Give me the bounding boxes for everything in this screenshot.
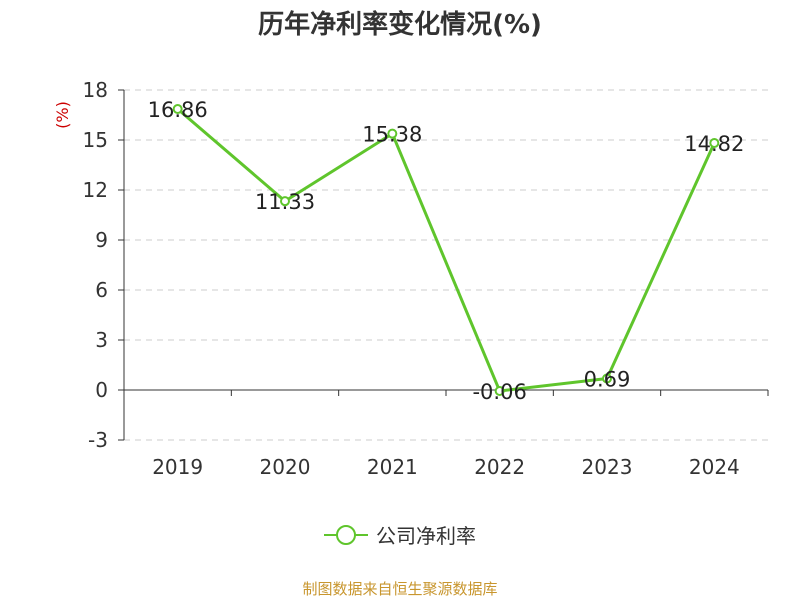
- source-note: 制图数据来自恒生聚源数据库: [302, 580, 498, 598]
- legend-label: 公司净利率: [376, 524, 476, 548]
- y-tick-label: 6: [95, 278, 108, 302]
- y-tick-label: -3: [88, 428, 108, 452]
- y-tick-label: 12: [83, 178, 108, 202]
- chart-title: 历年净利率变化情况(%): [258, 10, 542, 40]
- y-tick-label: 15: [83, 128, 108, 152]
- data-label: 14.82: [684, 132, 744, 156]
- legend-swatch: [324, 524, 368, 545]
- data-point: [280, 196, 290, 207]
- data-label: 11.33: [255, 190, 315, 214]
- x-tick-label: 2020: [260, 455, 311, 479]
- y-tick-label: 18: [83, 78, 108, 102]
- data-label: 16.86: [148, 98, 208, 122]
- y-axis-label: (%): [53, 101, 72, 129]
- y-tick-label: 0: [95, 378, 108, 402]
- data-point: [709, 138, 720, 148]
- x-tick-label: 2024: [689, 455, 740, 479]
- data-label: 0.69: [584, 368, 631, 392]
- y-tick-label: 3: [95, 328, 108, 352]
- x-tick-label: 2019: [152, 455, 203, 479]
- x-tick-label: 2021: [367, 455, 418, 479]
- data-point: [494, 386, 505, 396]
- series-line: [176, 107, 716, 393]
- data-label: 15.38: [362, 123, 422, 147]
- data-point: [602, 373, 612, 384]
- x-tick-label: 2023: [582, 455, 633, 479]
- x-tick-label: 2022: [474, 455, 525, 479]
- data-point: [387, 128, 398, 139]
- y-tick-label: 9: [95, 228, 108, 252]
- legend[interactable]: 公司净利率: [0, 520, 800, 549]
- data-point: [172, 104, 183, 114]
- data-label: -0.06: [472, 380, 526, 404]
